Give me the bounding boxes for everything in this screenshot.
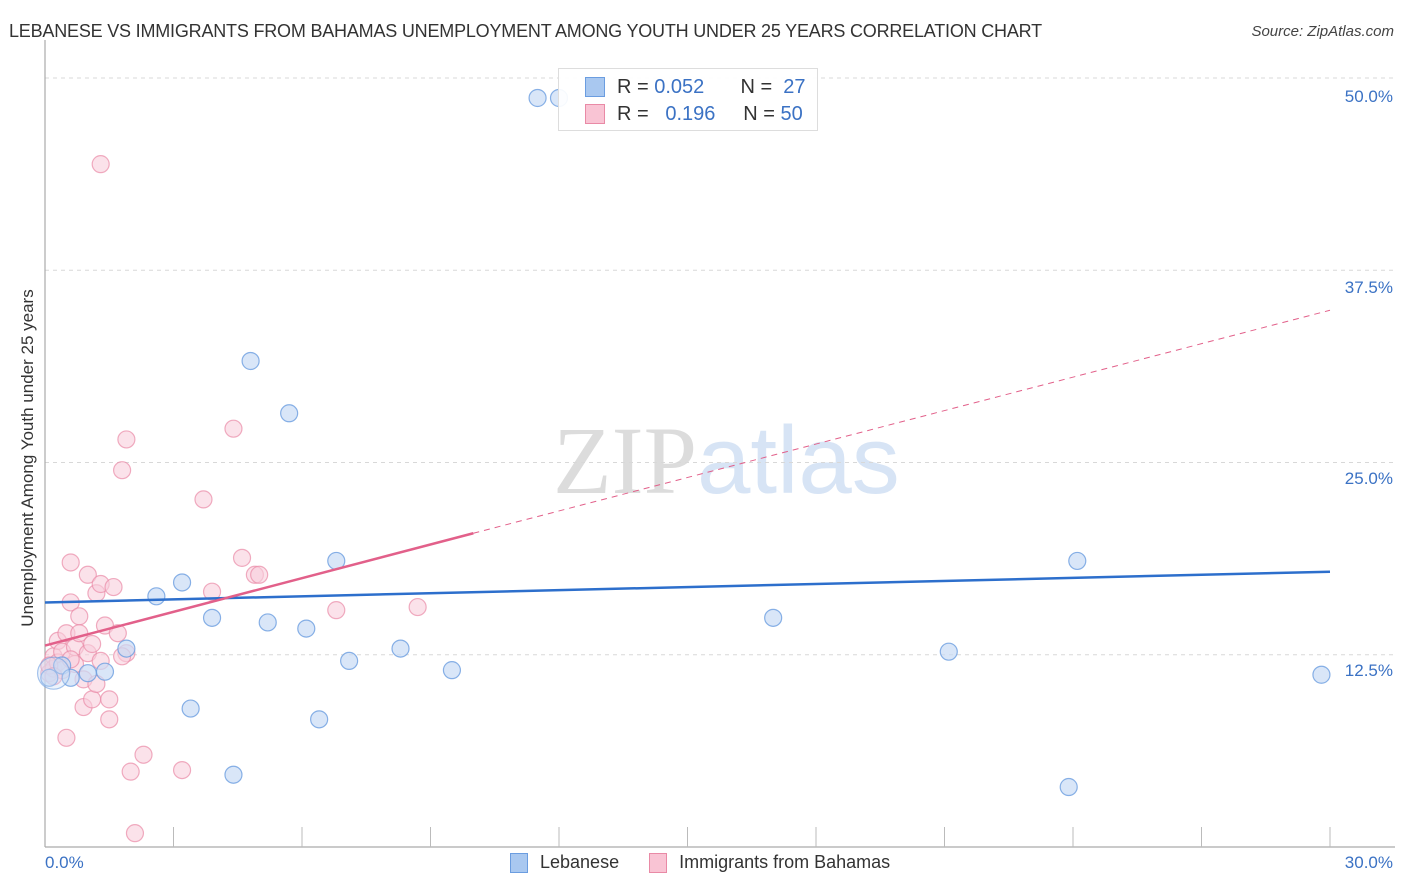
data-point-bahamas: [91, 155, 110, 174]
data-point-bahamas: [125, 824, 145, 843]
data-point-bahamas: [121, 762, 140, 781]
data-point-lebanese: [181, 699, 200, 718]
data-point-lebanese: [297, 619, 316, 638]
y-tick-37-5: 37.5%: [1344, 278, 1393, 297]
data-point-bahamas: [224, 419, 243, 438]
correlation-legend: R = 0.052 N = 27 R = 0.196 N = 50: [558, 68, 818, 131]
legend-label-lebanese: Lebanese: [540, 852, 620, 872]
data-point-lebanese: [1059, 777, 1078, 797]
data-point-bahamas: [83, 634, 102, 654]
x-tick-0: 0.0%: [45, 853, 84, 872]
data-point-lebanese: [391, 639, 410, 658]
data-point-bahamas: [70, 607, 89, 626]
y-tick-25: 25.0%: [1344, 469, 1393, 488]
data-point-bahamas: [112, 461, 132, 480]
data-point-lebanese: [53, 656, 72, 675]
r-value-lebanese: 0.052: [654, 75, 705, 98]
data-point-bahamas: [194, 490, 213, 509]
data-point-lebanese: [939, 642, 958, 661]
y-tick-12-5: 12.5%: [1344, 661, 1393, 680]
data-point-lebanese: [528, 88, 547, 108]
data-point-lebanese: [95, 662, 115, 681]
data-point-lebanese: [442, 661, 462, 680]
n-value-lebanese: 27: [783, 75, 806, 98]
data-point-bahamas: [100, 710, 119, 729]
data-point-lebanese: [172, 573, 192, 592]
data-point-bahamas: [134, 745, 153, 764]
data-point-bahamas: [108, 624, 127, 643]
trendline-bahamas: [44, 532, 474, 647]
data-point-lebanese: [78, 664, 97, 683]
data-point-bahamas: [61, 553, 80, 572]
source-attribution: Source: ZipAtlas.com: [1251, 23, 1394, 40]
data-point-bahamas: [57, 728, 76, 747]
legend-row-bahamas: R = 0.196 N = 50: [585, 103, 803, 125]
data-point-lebanese: [117, 639, 136, 658]
data-point-lebanese: [40, 668, 59, 687]
data-point-lebanese: [764, 608, 783, 627]
data-point-lebanese: [1068, 551, 1087, 571]
legend-swatch-pink: [585, 104, 605, 124]
data-point-lebanese: [241, 351, 260, 371]
data-cluster-lebanese: [36, 656, 71, 690]
legend-row-lebanese: R = 0.052 N = 27: [585, 76, 806, 98]
data-point-lebanese: [258, 613, 277, 632]
trendline-lebanese: [44, 570, 1331, 604]
data-point-bahamas: [327, 601, 346, 620]
data-point-lebanese: [280, 404, 299, 423]
trendline-bahamas-extrapolated: [473, 309, 1331, 534]
data-point-bahamas: [78, 565, 97, 584]
data-point-lebanese: [224, 765, 243, 784]
data-point-bahamas: [104, 577, 123, 597]
x-tick-30: 30.0%: [1344, 853, 1393, 872]
legend-swatch-lebanese: [510, 852, 528, 873]
data-point-bahamas: [83, 690, 102, 709]
y-axis-label: Unemployment Among Youth under 25 years: [18, 289, 37, 627]
y-tick-50: 50.0%: [1344, 87, 1393, 106]
r-value-bahamas: 0.196: [665, 102, 716, 125]
data-point-lebanese: [1312, 665, 1331, 684]
data-point-bahamas: [172, 760, 192, 780]
chart-title: LEBANESE VS IMMIGRANTS FROM BAHAMAS UNEM…: [9, 21, 1042, 41]
legend-swatch-bahamas: [649, 852, 668, 873]
data-point-bahamas: [232, 548, 252, 567]
data-point-bahamas: [117, 430, 136, 449]
data-point-bahamas: [250, 565, 269, 584]
data-point-bahamas: [408, 597, 427, 617]
series-legend: Lebanese Immigrants from Bahamas: [510, 852, 890, 873]
data-point-lebanese: [147, 587, 166, 606]
legend-swatch-blue: [585, 77, 605, 97]
data-point-lebanese: [310, 710, 329, 729]
data-point-lebanese: [202, 608, 222, 627]
data-point-bahamas: [100, 690, 119, 709]
n-value-bahamas: 50: [780, 102, 803, 125]
data-point-bahamas: [202, 582, 222, 601]
data-point-lebanese: [340, 651, 359, 671]
legend-label-bahamas: Immigrants from Bahamas: [679, 852, 891, 872]
